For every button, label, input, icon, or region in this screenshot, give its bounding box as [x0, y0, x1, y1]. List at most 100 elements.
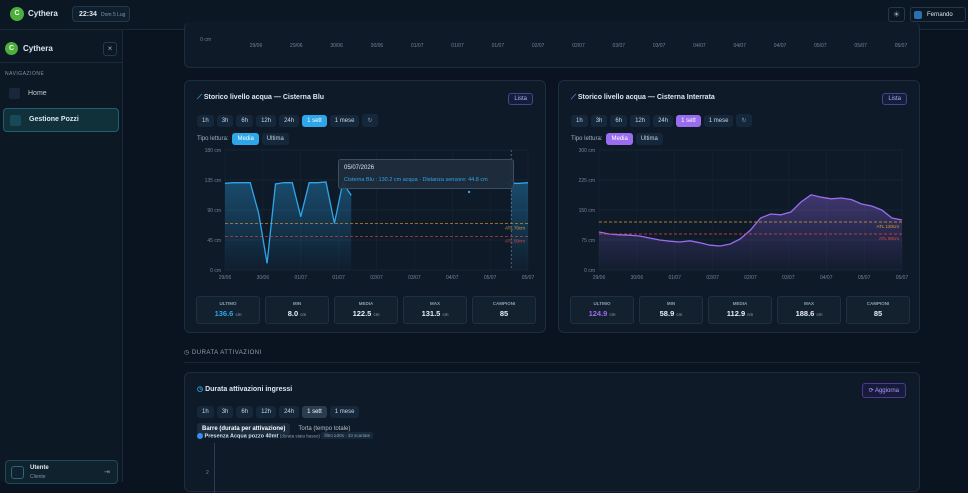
stat-number: 124.9: [588, 309, 608, 318]
y-tick-label: 150 cm: [579, 208, 595, 214]
clock: 22:34 Dom 5 Lug: [72, 6, 130, 22]
nav-label: Home: [28, 90, 47, 97]
title: Storico livello acqua — Cisterna Interra…: [577, 94, 715, 101]
y-tick-label: 300 cm: [579, 148, 595, 154]
list-button[interactable]: Lista: [882, 93, 907, 105]
theme-toggle[interactable]: ☀: [888, 7, 905, 22]
nav-section: NAVIGAZIONE: [5, 71, 45, 77]
range-button[interactable]: 1 mese: [329, 115, 360, 127]
range-button[interactable]: 1h: [571, 115, 588, 127]
threshold-label: ATL 50cm: [505, 239, 525, 244]
range-button[interactable]: 24h: [279, 115, 300, 127]
refresh-icon: ↻: [362, 114, 378, 127]
title-icon: ⟋: [197, 94, 204, 101]
refresh-button[interactable]: ⟳ Aggiorna: [861, 383, 906, 398]
stats-row: ULTIMO 136.6 cm MIN 8.0 cm MEDIA 122.5 cm MAX 1…: [196, 296, 536, 324]
range-button[interactable]: 1 mese: [703, 115, 734, 127]
x-tick-label: 02/07: [532, 43, 545, 49]
nav-icon: [9, 88, 20, 99]
reading-button[interactable]: Ultima: [261, 133, 289, 145]
stat-value: 8.0 cm: [266, 309, 328, 318]
x-tick-label: 05/07: [858, 275, 871, 281]
x-tick-label: 01/07: [411, 43, 424, 49]
avatar: [914, 11, 922, 19]
reading-row: Tipo lettura: Media Ultima: [571, 127, 666, 145]
y-tick-label: 180 cm: [205, 148, 221, 154]
user-icon: [11, 466, 24, 479]
area: [225, 182, 528, 270]
range-button[interactable]: 1 sett: [676, 115, 701, 127]
range-button[interactable]: 12h: [256, 115, 277, 127]
user-card[interactable]: Utente Cliente ⇥: [5, 460, 118, 484]
section-title: ◷ DURATA ATTIVAZIONI: [184, 350, 262, 356]
user-name: Fernando: [927, 12, 953, 18]
y-axis: [214, 443, 215, 493]
x-tick-label: 01/07: [451, 43, 464, 49]
user-menu[interactable]: Fernando: [910, 7, 966, 22]
range-button[interactable]: 3h: [216, 115, 234, 127]
range-button[interactable]: 12h: [256, 406, 277, 418]
reading-button[interactable]: Media: [606, 133, 633, 145]
stat-box: MAX 131.5 cm: [403, 296, 467, 324]
stat-box: MIN 58.9 cm: [639, 296, 703, 324]
tab[interactable]: Torta (tempo totale): [298, 426, 351, 432]
stat-value: 122.5 cm: [335, 309, 397, 318]
close-button[interactable]: ×: [103, 42, 117, 56]
range-button[interactable]: 1h: [197, 406, 214, 418]
activations-card: ◷ Durata attivazioni ingressi ⟳ Aggiorna…: [184, 372, 920, 493]
nav-item[interactable]: Home: [3, 85, 119, 103]
stat-box: ULTIMO 124.9 cm: [570, 296, 634, 324]
logo: C: [10, 7, 24, 21]
brand: Cythera: [28, 9, 58, 18]
x-tick-label: 03/07: [782, 275, 795, 281]
refresh-label: Aggiorna: [874, 388, 899, 394]
range-button[interactable]: 24h: [653, 115, 674, 127]
range-button[interactable]: 24h: [279, 406, 300, 418]
x-tick-label: 04/07: [774, 43, 787, 49]
stat-value: 188.6 cm: [778, 309, 840, 318]
line-chart: 0 cm 45 cm 90 cm 135 cm 180 cm 29/06 30/06 01/0…: [205, 148, 535, 281]
chart-card: ⟋ Storico livello acqua — Cisterna Inter…: [558, 80, 920, 333]
x-tick-label: 30/06: [631, 275, 644, 281]
button-row: 1h 3h 6h 12h 24h 1 sett 1 mese: [197, 400, 362, 418]
x-tick-label: 29/06: [219, 275, 232, 281]
range-button[interactable]: 6h: [236, 406, 254, 418]
y-tick-label: 0 cm: [200, 37, 211, 43]
legend-name: Presenza Acqua pozzo 40mt: [204, 433, 279, 440]
range-button[interactable]: 12h: [630, 115, 651, 127]
button-row: 1h 3h 6h 12h 24h 1 sett 1 mese ↻: [197, 109, 381, 127]
logout-icon[interactable]: ⇥: [104, 469, 110, 476]
threshold-label: ATL 90cm: [879, 236, 899, 241]
range-button[interactable]: 1h: [197, 115, 214, 127]
range-button[interactable]: 6h: [610, 115, 628, 127]
range-button[interactable]: 1 mese: [329, 406, 360, 418]
range-button[interactable]: 1 sett: [302, 115, 327, 127]
range-button[interactable]: 1 sett: [302, 406, 327, 418]
stat-unit: cm: [609, 312, 616, 317]
range-button[interactable]: 3h: [590, 115, 608, 127]
x-tick-label: 02/07: [370, 275, 383, 281]
reading-button[interactable]: Ultima: [635, 133, 663, 145]
x-tick-label: 05/07: [895, 43, 908, 49]
nav-item[interactable]: Gestione Pozzi: [3, 108, 119, 132]
range-button[interactable]: 6h: [236, 115, 254, 127]
stat-value: 85: [473, 309, 535, 318]
tab[interactable]: Barre (durata per attivazione): [197, 423, 291, 435]
reading-label: Tipo lettura:: [571, 136, 603, 142]
stat-label: CAMPIONI: [866, 301, 890, 306]
reading-button[interactable]: Media: [232, 133, 259, 145]
y-tick-label: 135 cm: [205, 178, 221, 184]
stat-label: ULTIMO: [593, 301, 611, 306]
stat-number: 8.0: [287, 309, 299, 318]
time: 22:34: [79, 11, 97, 18]
stat-box: ULTIMO 136.6 cm: [196, 296, 260, 324]
stat-unit: cm: [816, 312, 823, 317]
x-tick-label: 04/07: [733, 43, 746, 49]
section-label: DURATA ATTIVAZIONI: [191, 350, 262, 356]
y-tick-label: 0 cm: [210, 268, 221, 274]
nav: Home Gestione Pozzi: [3, 85, 119, 137]
user-role: Cliente: [30, 474, 46, 480]
range-button[interactable]: 3h: [216, 406, 234, 418]
list-button[interactable]: Lista: [508, 93, 533, 105]
x-tick-label: 05/07: [484, 275, 497, 281]
